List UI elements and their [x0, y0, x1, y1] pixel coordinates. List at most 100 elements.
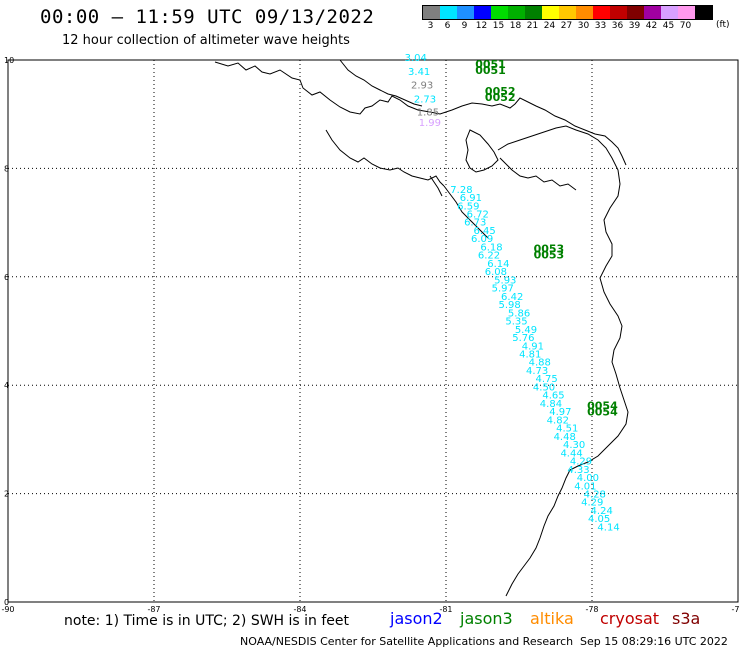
legend-label: 42: [645, 21, 658, 31]
swh-value: 4.82: [547, 415, 569, 426]
legend-swatch: [610, 6, 627, 19]
swh-value: 4.48: [554, 432, 576, 443]
pass-number-label: 0052: [485, 85, 516, 98]
legend-swatch: [576, 6, 593, 19]
legend-label: 30: [577, 21, 590, 31]
swh-value: 4.65: [542, 391, 564, 402]
legend-label: 6: [444, 21, 451, 31]
legend-label: 33: [594, 21, 607, 31]
lat-tick-label: 4: [4, 381, 9, 390]
pass-number-label: 0054: [587, 406, 618, 419]
legend-swatch: [440, 6, 457, 19]
altimeter-track-south: 7.286.916.596.726.736.456.096.186.226.14…: [450, 185, 619, 534]
legend-swatch: [491, 6, 508, 19]
swh-value: 4.51: [556, 424, 578, 435]
swh-value: 3.04: [405, 53, 427, 64]
axis-ticks: -90 -87 -84 -81 -78 -75 0 2 4 6 8 10: [1, 56, 740, 614]
swh-value: 4.05: [588, 514, 610, 525]
lon-tick-label: -75: [731, 605, 740, 614]
legend-labels: 3 6 9 12 15 18 21 24 27 30 33 36 39 42 45 70: [422, 21, 713, 31]
pass-number-label: 0051: [475, 58, 506, 71]
wave-height-legend: 3 6 9 12 15 18 21 24 27 30 33 36 39 42 45 70: [422, 5, 713, 31]
legend-label: 21: [526, 21, 539, 31]
swh-value: 2.73: [414, 94, 436, 105]
legend-swatch: [559, 6, 576, 19]
legend-swatch: [627, 6, 644, 19]
swh-value: 4.73: [526, 366, 548, 377]
credit-line: NOAA/NESDIS Center for Satellite Applica…: [240, 635, 574, 648]
lon-tick-label: -78: [585, 605, 598, 614]
swh-value: 6.09: [471, 234, 493, 245]
lat-tick-label: 6: [4, 273, 9, 282]
pass-number-label: 0053: [534, 248, 565, 261]
swh-value: 4.00: [577, 473, 599, 484]
legend-label: 36: [611, 21, 624, 31]
legend-swatch: [542, 6, 559, 19]
map-frame: [7, 59, 739, 603]
swh-value: 4.44: [560, 448, 582, 459]
swh-value: 4.88: [529, 358, 551, 369]
swh-value: 4.50: [533, 382, 555, 393]
lon-tick-label: -90: [1, 605, 14, 614]
swh-value: 5.76: [512, 333, 534, 344]
swh-value: 6.14: [487, 259, 509, 270]
swh-value: 4.84: [540, 399, 562, 410]
legend-swatch: [525, 6, 542, 19]
swh-value: 5.86: [508, 308, 530, 319]
legend-label: 9: [461, 21, 468, 31]
legend-label: 3: [427, 21, 434, 31]
pass-number-label: 0054: [587, 400, 618, 413]
legend-label: 27: [560, 21, 573, 31]
swh-value: 1.85: [417, 107, 439, 118]
legend-swatch: [661, 6, 678, 19]
legend-swatch: [423, 6, 440, 19]
legend-label: 45: [662, 21, 675, 31]
lon-tick-label: -87: [147, 605, 160, 614]
legend-swatch: [678, 6, 695, 19]
lat-tick-label: 8: [4, 164, 9, 173]
swh-value: 5.49: [515, 325, 537, 336]
legend-swatch: [457, 6, 474, 19]
legend-swatch: [593, 6, 610, 19]
swh-value: 4.29: [581, 498, 603, 509]
swh-value: 4.75: [535, 374, 557, 385]
swh-value: 6.08: [485, 267, 507, 278]
lon-tick-label: -84: [293, 605, 306, 614]
swh-value: 4.24: [591, 506, 613, 517]
swh-value: 6.45: [474, 226, 496, 237]
swh-value: 6.72: [467, 209, 489, 220]
satellite-cryosat: cryosat: [600, 609, 660, 628]
satellite-s3a: s3a: [672, 609, 701, 628]
swh-value: 6.42: [501, 292, 523, 303]
swh-value: 4.01: [574, 481, 596, 492]
swh-value: 4.28: [584, 490, 606, 501]
swh-value: 4.81: [519, 350, 541, 361]
satellite-altika: altika: [530, 609, 574, 628]
lon-tick-label: -81: [439, 605, 452, 614]
swh-value: 4.14: [597, 522, 619, 533]
swh-value: 5.97: [492, 284, 514, 295]
legend-swatches: [422, 5, 713, 20]
swh-value: 4.30: [563, 440, 585, 451]
swh-value: 2.93: [411, 81, 433, 92]
swh-value: 4.91: [522, 341, 544, 352]
map-subtitle: 12 hour collection of altimeter wave hei…: [62, 33, 350, 48]
satellite-jason3: jason3: [460, 609, 513, 628]
swh-value: 6.73: [464, 218, 486, 229]
legend-label: 15: [492, 21, 505, 31]
lat-tick-label: 10: [4, 56, 14, 65]
pass-number-label: 0053: [534, 242, 565, 255]
legend-label: 24: [543, 21, 556, 31]
swh-value: 6.59: [457, 201, 479, 212]
legend-swatch: [644, 6, 661, 19]
swh-value: 5.35: [505, 317, 527, 328]
lat-tick-label: 0: [4, 598, 9, 607]
swh-value: 1.99: [419, 118, 441, 129]
legend-unit: (ft): [716, 20, 730, 30]
swh-value: 5.98: [498, 300, 520, 311]
legend-label: 70: [679, 21, 692, 31]
legend-swatch: [508, 6, 525, 19]
graticule: [8, 60, 738, 602]
legend-label: 39: [628, 21, 641, 31]
